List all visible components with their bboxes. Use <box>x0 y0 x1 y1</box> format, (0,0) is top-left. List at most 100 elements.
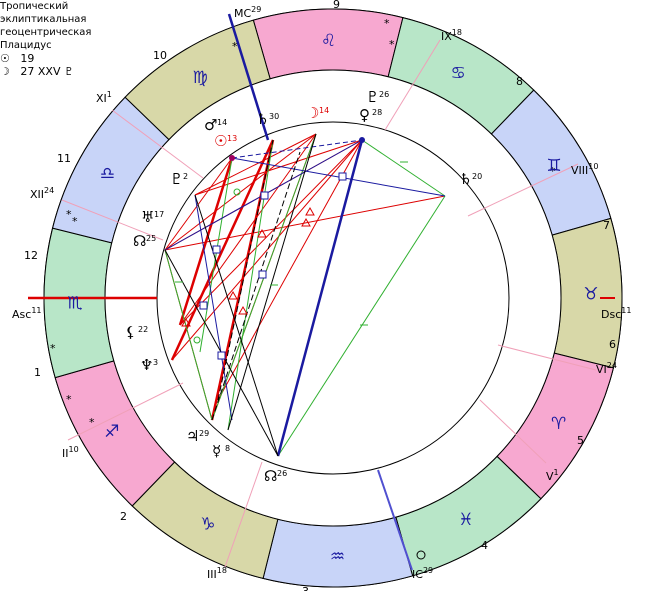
aspect-line <box>227 139 274 431</box>
saturn-icon: ♄ <box>256 110 269 128</box>
cusp-line-xii <box>61 199 164 241</box>
trine-aspect-marker <box>238 305 248 315</box>
house-cusp-lines <box>61 39 597 568</box>
zodiac-star-marks: * * * * * * * * * <box>50 17 556 429</box>
mars-degree: 14 <box>217 118 227 127</box>
pluto2-icon: ♇ <box>170 170 183 188</box>
mars-icon: ♂ <box>204 116 217 134</box>
info-line-zodiac: Тропический <box>0 1 69 12</box>
zodiac-sign-icon: ♋ <box>450 63 465 83</box>
house-number-6: 6 <box>609 338 616 351</box>
venus-degree: 28 <box>372 108 382 117</box>
cusp-label-dsc: Dsc11 <box>601 306 631 321</box>
house-number-11: 11 <box>57 152 71 165</box>
moon-icon: ☽ <box>306 104 319 122</box>
node2-icon: ☊ <box>133 232 146 250</box>
info-line-coords: эклиптикальная <box>0 14 87 25</box>
star-mark: * <box>72 215 78 228</box>
aspect-line <box>164 195 446 251</box>
house-number-4: 4 <box>481 539 488 552</box>
saturn2-degree: 20 <box>472 172 482 181</box>
lilith-icon: ⚸ <box>125 323 136 341</box>
star-mark: * <box>550 165 556 178</box>
zodiac-sign-icon: ♓ <box>458 510 473 530</box>
house-numbers: 1 2 3 4 5 6 7 8 9 10 11 12 <box>24 0 616 591</box>
trine-aspect-marker <box>301 217 311 227</box>
star-mark: * <box>232 40 238 53</box>
node2-degree: 25 <box>146 234 156 243</box>
aspect-line <box>227 133 317 431</box>
zodiac-sign-icon: ♈ <box>551 414 566 434</box>
sun-icon: ☉ <box>214 132 227 150</box>
mc-axis <box>227 13 270 141</box>
aspect-lines <box>164 133 446 457</box>
sun-degree: 13 <box>227 134 237 143</box>
cusp-line-vi <box>497 344 597 371</box>
star-mark: * <box>50 342 56 355</box>
info-sun-row: ☉ 19 <box>0 52 91 65</box>
uranus-degree: 17 <box>154 210 164 219</box>
sun-icon: ☉ <box>0 52 10 65</box>
house-number-9: 9 <box>333 0 340 11</box>
conjunction-marker <box>233 188 241 196</box>
aspect-line <box>194 133 317 196</box>
aspect-line <box>211 151 301 421</box>
saturn-degree: 30 <box>269 112 279 121</box>
node-icon: ☊ <box>264 467 277 485</box>
aspect-line <box>217 139 274 401</box>
conjunction-marker <box>193 336 201 344</box>
aspect-line <box>179 139 363 326</box>
square-aspect-marker <box>258 270 267 279</box>
aspect-line <box>194 194 279 457</box>
aspect-line <box>277 195 446 457</box>
aspect-line <box>164 157 233 251</box>
planet-position-dot <box>359 137 365 143</box>
pluto2-degree: 2 <box>183 172 188 181</box>
aspect-line <box>231 139 363 159</box>
house-number-5: 5 <box>577 434 584 447</box>
zodiac-sign-icon: ♏ <box>67 294 82 314</box>
zodiac-sign-icon: ♐ <box>104 422 119 442</box>
lilith-degree: 22 <box>138 325 148 334</box>
square-aspect-marker <box>338 172 347 181</box>
star-mark: * <box>66 393 72 406</box>
aspect-line <box>171 139 363 361</box>
house-number-12: 12 <box>24 249 38 262</box>
cusp-label-ic: IC29 <box>412 566 433 581</box>
house-cusp-labels: MC29 IX18 XI1 XII24 Asc11 II10 III18 IC2… <box>12 5 631 581</box>
zodiac-sign-icon: ♊ <box>547 156 562 176</box>
house-number-8: 8 <box>516 75 523 88</box>
cusp-label-vi: VI24 <box>596 361 617 376</box>
cusp-label-mc: MC29 <box>234 5 261 20</box>
cusp-line-v <box>479 399 547 464</box>
star-mark: * <box>389 38 395 51</box>
aspect-line <box>361 139 446 197</box>
jupiter-degree: 29 <box>199 429 209 438</box>
cusp-line-xi <box>111 109 204 179</box>
trine-aspect-marker <box>305 206 315 216</box>
cusp-label-ii: II10 <box>62 445 79 460</box>
houses-inner-circle <box>156 121 510 475</box>
cusp-label-ix: IX18 <box>441 28 462 43</box>
info-moon-row: ☽ 27 XXV ♇ <box>0 65 91 78</box>
info-line-house-system: Плацидус <box>0 40 52 51</box>
moon-icon: ☽ <box>0 65 10 78</box>
trine-aspect-marker <box>257 228 267 238</box>
aspect-line <box>199 157 233 353</box>
ic-marker-circle <box>416 550 426 560</box>
aspect-line <box>178 157 234 326</box>
cusp-label-xii: XII24 <box>30 186 54 201</box>
moon-value: 27 XXV <box>20 65 61 78</box>
node-degree: 26 <box>277 469 287 478</box>
zodiac-sign-icon: ♍ <box>192 68 207 88</box>
pluto-icon: ♇ <box>366 88 379 106</box>
mercury-icon: ☿ <box>212 442 221 460</box>
venus-icon: ♀ <box>359 106 370 124</box>
zodiac-sign-icon: ♑ <box>200 515 215 535</box>
uranus-icon: ♅ <box>141 208 154 226</box>
square-aspect-marker <box>212 245 221 254</box>
house-number-10: 10 <box>153 49 167 62</box>
house-number-7: 7 <box>603 219 610 232</box>
zodiac-sign-icon: ♉ <box>583 284 598 304</box>
cusp-line-iii <box>224 461 263 568</box>
